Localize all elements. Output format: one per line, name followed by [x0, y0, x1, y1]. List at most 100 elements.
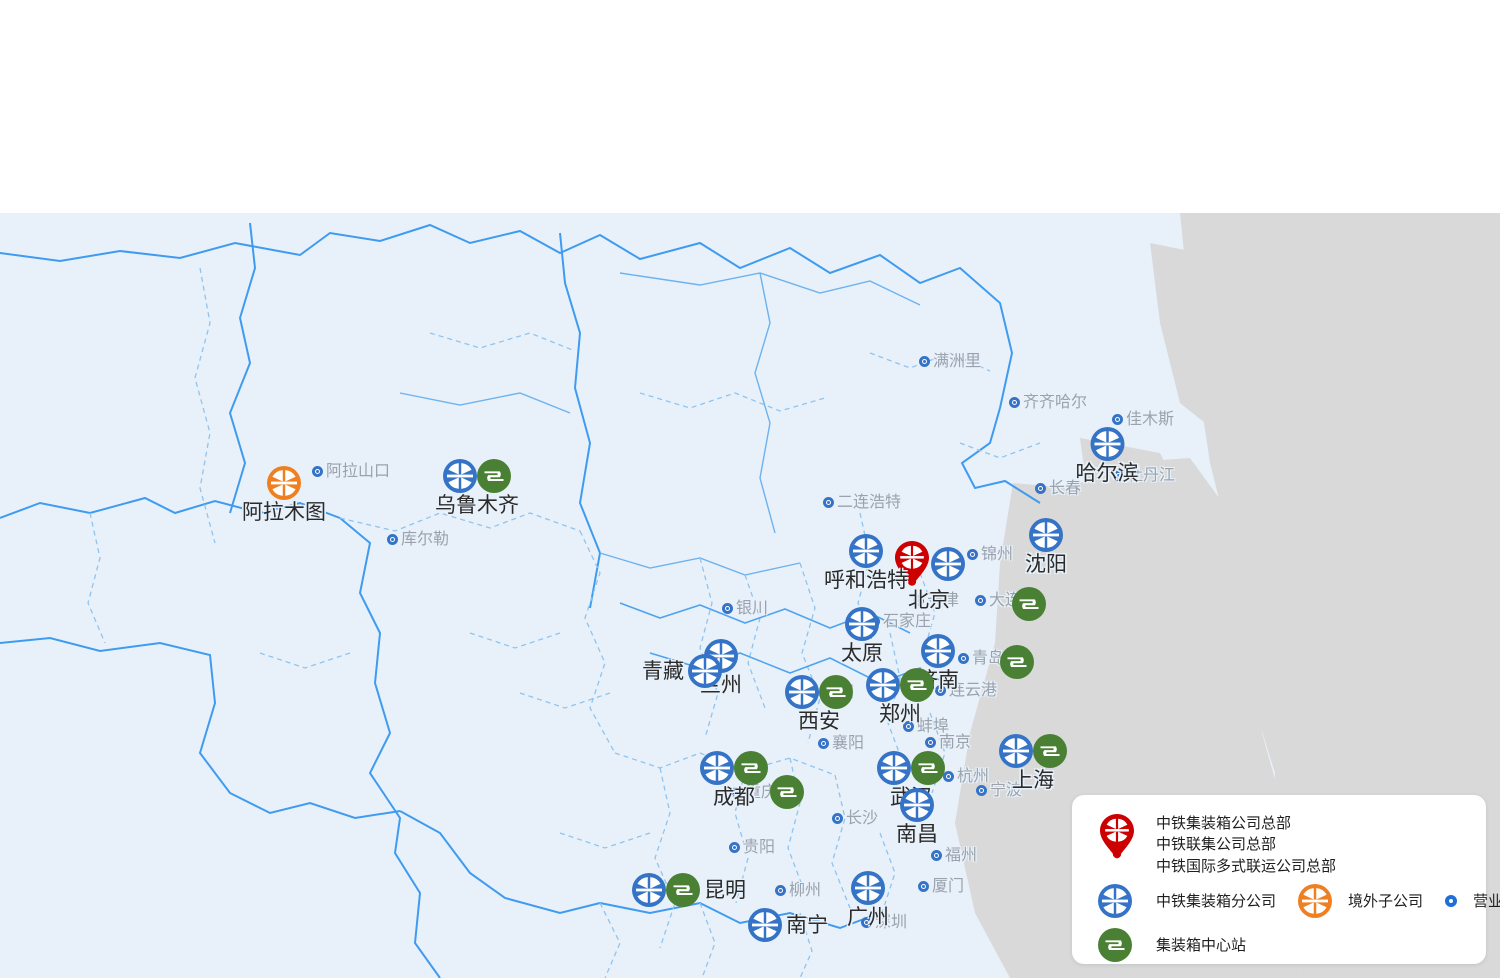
sales-office-marker-0[interactable]: 满洲里	[919, 353, 981, 369]
sales-office-label: 石家庄	[883, 611, 932, 630]
sales-office-marker-5[interactable]: 二连浩特	[823, 494, 901, 510]
marker-icon-row	[267, 466, 301, 500]
branch-container-icon[interactable]	[877, 751, 911, 785]
map-marker-chongqing-station[interactable]	[770, 775, 804, 809]
sales-office-dot-icon	[1035, 482, 1046, 494]
map-legend: 中铁集装箱公司总部 中铁联集公司总部 中铁国际多式联运公司总部 中铁集装箱分公司	[1072, 795, 1500, 964]
sales-office-label: 长沙	[846, 808, 879, 827]
map-marker-dalian-station[interactable]	[1012, 587, 1046, 621]
branch-container-icon[interactable]	[851, 871, 885, 905]
branch-container-icon[interactable]	[866, 668, 900, 702]
sales-office-marker-25[interactable]: 柳州	[775, 882, 821, 898]
container-center-station-icon[interactable]	[1012, 587, 1046, 621]
branch-container-icon[interactable]	[849, 534, 883, 568]
marker-label: 青藏	[642, 658, 684, 683]
map-marker-haerbin[interactable]: 哈尔滨	[1076, 427, 1139, 484]
map-marker-xian[interactable]: 西安	[785, 675, 853, 732]
sales-office-marker-12[interactable]: 银川	[722, 600, 768, 616]
container-center-station-icon[interactable]	[1033, 734, 1067, 768]
branch-container-icon[interactable]	[921, 634, 955, 668]
branch-container-icon[interactable]	[931, 547, 965, 581]
sales-office-dot-icon	[925, 736, 936, 748]
sales-office-marker-15[interactable]: 连云港	[935, 682, 997, 698]
sales-office-dot-icon	[731, 786, 742, 798]
sales-office-marker-1[interactable]: 齐齐哈尔	[1009, 394, 1087, 410]
sales-office-marker-2[interactable]: 佳木斯	[1112, 411, 1174, 427]
container-center-station-icon[interactable]	[666, 873, 700, 907]
map-marker-shenyang[interactable]: 沈阳	[1025, 518, 1067, 575]
sales-office-marker-23[interactable]: 福州	[931, 847, 977, 863]
hq-line-2: 中铁联集公司总部	[1156, 835, 1277, 854]
container-center-station-icon[interactable]	[477, 459, 511, 493]
container-center-station-icon[interactable]	[1000, 645, 1034, 679]
container-center-station-icon[interactable]	[734, 751, 768, 785]
sales-office-marker-7[interactable]: 库尔勒	[387, 531, 449, 547]
sales-office-marker-4[interactable]: 长春	[1035, 480, 1081, 496]
branch-container-icon[interactable]	[1090, 427, 1124, 461]
sales-office-marker-26[interactable]: 厦门	[918, 878, 964, 894]
sales-office-marker-19[interactable]: 杭州	[943, 768, 989, 784]
sales-office-marker-18[interactable]: 襄阳	[818, 735, 864, 751]
sales-office-marker-13[interactable]: 青岛	[958, 650, 1004, 666]
sales-office-marker-24[interactable]: 贵阳	[729, 839, 775, 855]
branch-container-icon[interactable]	[748, 908, 782, 942]
sales-office-dot-icon	[975, 594, 986, 606]
branch-container-icon[interactable]	[688, 654, 722, 688]
branch-container-icon[interactable]	[845, 607, 879, 641]
container-center-station-icon[interactable]	[900, 668, 934, 702]
map-marker-nanchang[interactable]: 南昌	[896, 788, 938, 845]
map-marker-wulumuqi[interactable]: 乌鲁木齐	[435, 459, 519, 516]
sales-office-label: 二连浩特	[837, 492, 902, 511]
secondary-border	[399, 272, 921, 576]
map-marker-qingzang[interactable]: 青藏	[642, 654, 722, 688]
container-center-station-icon[interactable]	[911, 751, 945, 785]
marker-icon-row	[1090, 427, 1124, 461]
marker-icon-row	[893, 540, 965, 588]
map-marker-kunming[interactable]: 昆明	[632, 873, 746, 907]
sales-office-label: 天津	[927, 590, 960, 609]
headquarters-labels: 中铁集装箱公司总部 中铁联集公司总部 中铁国际多式联运公司总部	[1156, 813, 1336, 877]
map-marker-shanghai[interactable]: 上海	[999, 734, 1067, 791]
map-marker-nanning[interactable]: 南宁	[748, 908, 828, 942]
branch-container-icon[interactable]	[900, 788, 934, 822]
marker-icon-row	[443, 459, 511, 493]
sales-office-dot-icon	[729, 841, 740, 853]
china-landmass-group	[0, 213, 1010, 978]
sales-office-label: 连云港	[949, 680, 998, 699]
map-marker-huhehaote[interactable]: 呼和浩特	[824, 534, 908, 591]
sales-office-marker-22[interactable]: 长沙	[832, 810, 878, 826]
sales-office-marker-27[interactable]: 深圳	[861, 914, 907, 930]
branch-container-icon[interactable]	[1029, 518, 1063, 552]
map-marker-beijing[interactable]: 北京	[893, 540, 965, 611]
sales-office-marker-10[interactable]: 天津	[913, 592, 959, 608]
sales-office-label: 齐齐哈尔	[1023, 392, 1088, 411]
map-marker-guangzhou[interactable]: 广州	[847, 871, 889, 928]
headquarters-pin-icon[interactable]	[893, 540, 931, 588]
marker-icon-row	[999, 734, 1067, 768]
map-marker-taiyuan[interactable]: 太原	[841, 607, 883, 664]
sales-office-dot-icon	[1009, 396, 1020, 408]
overseas-subsidiary-icon[interactable]	[267, 466, 301, 500]
sales-office-label: 青岛	[972, 648, 1005, 667]
sales-office-marker-21[interactable]: 重庆	[731, 784, 777, 800]
map-marker-alamutu[interactable]: 阿拉木图	[242, 466, 326, 523]
sales-office-marker-16[interactable]: 蚌埠	[903, 718, 949, 734]
map-marker-zhengzhou[interactable]: 郑州	[866, 668, 934, 725]
branch-container-icon[interactable]	[999, 734, 1033, 768]
sales-office-dot-icon	[943, 770, 954, 782]
container-center-station-icon[interactable]	[819, 675, 853, 709]
branch-container-icon[interactable]	[443, 459, 477, 493]
branch-container-icon[interactable]	[700, 751, 734, 785]
sales-office-marker-17[interactable]: 南京	[925, 734, 971, 750]
map-marker-chengdu[interactable]: 成都	[700, 751, 768, 808]
marker-icon-row	[632, 873, 700, 907]
container-center-station-icon[interactable]	[770, 775, 804, 809]
map-marker-qingdao-station[interactable]	[1000, 645, 1034, 679]
sales-office-marker-3[interactable]: 牡丹江	[1113, 467, 1175, 483]
sales-office-marker-6[interactable]: 阿拉山口	[312, 463, 390, 479]
branch-container-icon[interactable]	[785, 675, 819, 709]
sales-office-marker-8[interactable]: 锦州	[967, 546, 1013, 562]
branch-container-icon[interactable]	[632, 873, 666, 907]
sales-office-marker-20[interactable]: 宁波	[976, 782, 1022, 798]
